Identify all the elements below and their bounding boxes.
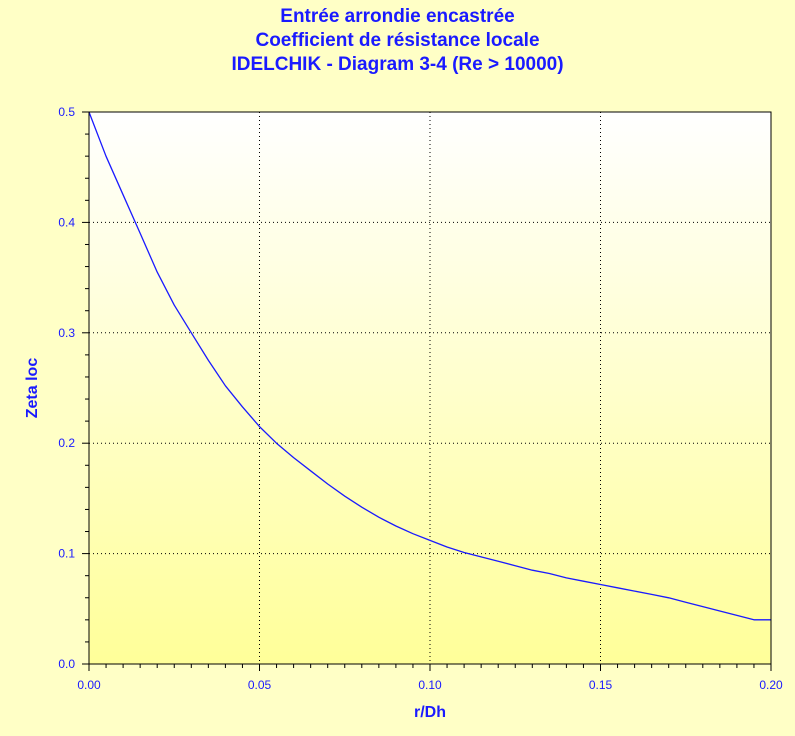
- series-line: [88, 111, 771, 621]
- x-tick-label: 0.15: [589, 678, 613, 692]
- tick-label-layer: 0.00 0.05 0.10 0.15 0.20 0.0 0.1 0.2 0.3 0.4 0.5: [58, 105, 783, 692]
- chart-title-line-2: Coefficient de résistance locale: [255, 30, 540, 51]
- x-tick-label: 0.00: [77, 678, 101, 692]
- y-tick-label: 0.2: [58, 436, 75, 450]
- chart-title-line-1: Entrée arrondie encastrée: [280, 6, 515, 27]
- tick-layer: [82, 111, 772, 671]
- y-axis-label: Zeta loc: [24, 358, 41, 419]
- y-tick-label: 0.4: [58, 215, 75, 229]
- y-tick-label: 0.3: [58, 326, 75, 340]
- x-axis-label: r/Dh: [414, 704, 446, 721]
- series-layer: [88, 111, 772, 665]
- y-tick-label: 0.5: [58, 105, 75, 119]
- chart-title-line-3: IDELCHIK - Diagram 3-4 (Re > 10000): [231, 54, 564, 75]
- x-tick-label: 0.05: [248, 678, 272, 692]
- y-tick-label: 0.1: [58, 547, 75, 561]
- x-tick-label: 0.20: [759, 678, 783, 692]
- plot-frame: [88, 111, 772, 665]
- x-tick-label: 0.10: [418, 678, 442, 692]
- grid-layer: [89, 112, 771, 664]
- y-tick-label: 0.0: [58, 657, 75, 671]
